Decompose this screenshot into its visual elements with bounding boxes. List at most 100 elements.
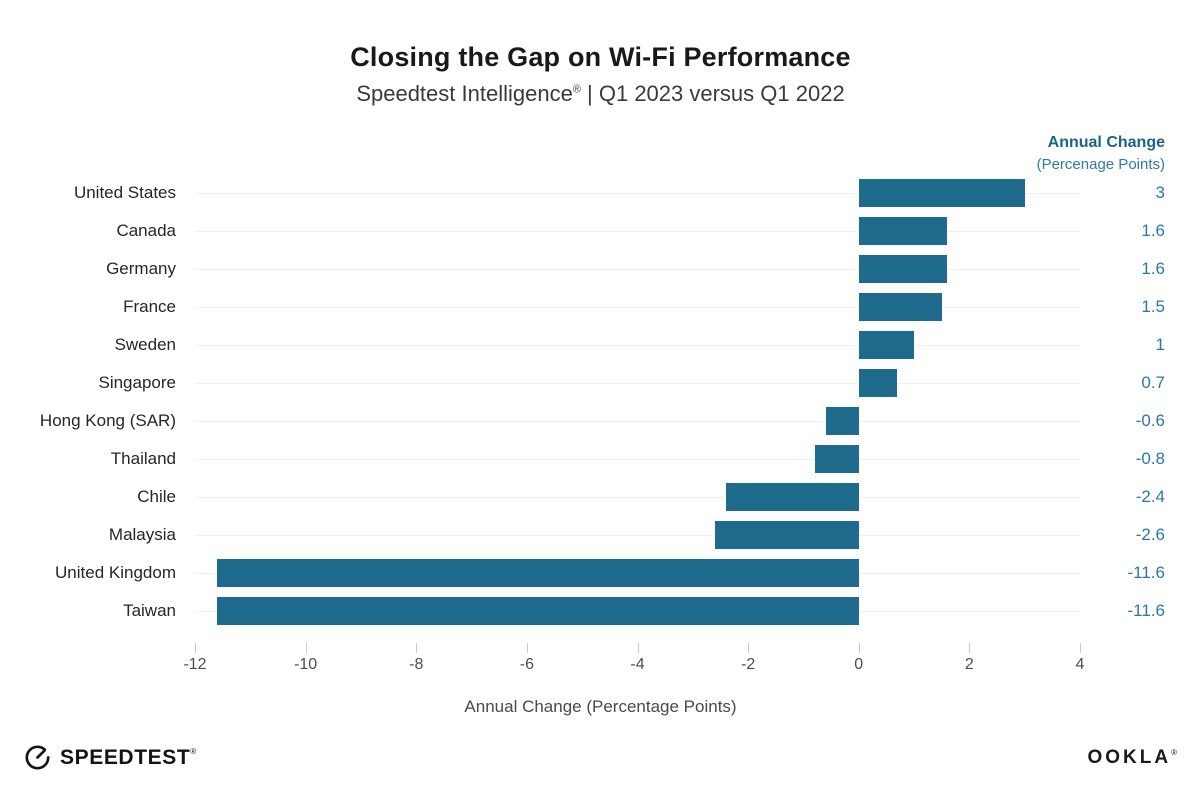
ookla-logo: OOKLA® (1087, 747, 1177, 769)
gridline (195, 231, 1080, 232)
row-plot (195, 174, 1080, 212)
chart-row: Canada 1.6 (24, 212, 1165, 250)
x-axis-ticks: -12 -10 -8 -6 -4 -2 0 2 4 (183, 643, 1084, 677)
bar (858, 331, 915, 359)
value-label: -0.8 (1135, 449, 1165, 468)
gridline (195, 193, 1080, 194)
ookla-label: OOKLA (1087, 747, 1172, 768)
bar (858, 255, 948, 283)
tick-label: -4 (630, 656, 645, 673)
country-label: France (123, 297, 176, 316)
chart-row: Germany 1.6 (24, 250, 1165, 288)
country-label: Thailand (110, 449, 176, 468)
country-label: Malaysia (108, 525, 176, 544)
tick-mark (526, 643, 528, 653)
country-label: Germany (106, 259, 176, 278)
value-label: -2.4 (1135, 487, 1165, 506)
value-label: 1 (1155, 335, 1165, 354)
value-column-heading: Annual Change (1047, 134, 1165, 151)
chart-row: Chile -2.4 (24, 478, 1165, 516)
tick-label: 2 (964, 656, 974, 673)
row-plot (195, 364, 1080, 402)
ookla-registered-mark: ® (1171, 748, 1177, 757)
value-column-subheading: (Percenage Points) (1036, 156, 1165, 173)
country-label: Chile (137, 487, 176, 506)
tick-label: -10 (294, 656, 318, 673)
tick-mark (195, 643, 196, 653)
tick-label: -12 (183, 656, 207, 673)
chart-row: United Kingdom -11.6 (24, 554, 1165, 592)
gridline (195, 497, 1080, 498)
row-plot (195, 516, 1080, 554)
bar (217, 559, 859, 587)
chart-row: Thailand -0.8 (24, 440, 1165, 478)
bar (858, 217, 948, 245)
value-label: -0.6 (1135, 411, 1165, 430)
chart-row: Malaysia -2.6 (24, 516, 1165, 554)
x-axis-title: Annual Change (Percentage Points) (464, 697, 737, 716)
speedtest-label: SPEEDTEST (60, 745, 191, 769)
chart-row: United States 3 (24, 174, 1165, 212)
country-label: Taiwan (123, 601, 176, 620)
x-axis: -12 -10 -8 -6 -4 -2 0 2 4 (24, 643, 1165, 677)
row-plot (195, 250, 1080, 288)
bar (825, 407, 859, 435)
chart-row: Sweden 1 (24, 326, 1165, 364)
country-label: Hong Kong (SAR) (39, 411, 176, 430)
chart-row: Hong Kong (SAR) -0.6 (24, 402, 1165, 440)
bar (858, 369, 898, 397)
tick-label: 0 (854, 656, 864, 673)
chart-rows: United States 3 Canada 1.6 Germany 1.6 France 1… (24, 174, 1165, 630)
subtitle-product: Speedtest Intelligence (356, 81, 573, 106)
gridline (195, 345, 1080, 346)
tick-label: 4 (1075, 656, 1085, 673)
value-label: 3 (1155, 183, 1165, 202)
tick-mark (858, 643, 860, 653)
speedtest-logo: SPEEDTEST® (24, 744, 196, 771)
chart-row: France 1.5 (24, 288, 1165, 326)
gridline (195, 269, 1080, 270)
bar (858, 293, 942, 321)
speedtest-gauge-icon (25, 745, 50, 770)
bar (217, 597, 859, 625)
value-label: -2.6 (1135, 525, 1165, 544)
country-label: United States (73, 183, 176, 202)
bar (714, 521, 859, 549)
gridline (195, 459, 1080, 460)
bar (814, 445, 859, 473)
chart-subtitle: Speedtest Intelligence® | Q1 2023 versus… (0, 81, 1201, 107)
speedtest-registered-mark: ® (190, 746, 197, 756)
gridline (195, 307, 1080, 308)
value-label: -11.6 (1127, 601, 1166, 620)
registered-mark: ® (572, 83, 581, 96)
country-label: United Kingdom (55, 563, 176, 582)
row-plot (195, 554, 1080, 592)
tick-mark (748, 643, 750, 653)
tick-mark (305, 643, 307, 653)
value-label: 1.6 (1141, 259, 1165, 278)
row-plot (195, 440, 1080, 478)
gridline (195, 383, 1080, 384)
speedtest-wordmark: SPEEDTEST® (60, 746, 196, 770)
value-label: -11.6 (1127, 563, 1166, 582)
country-label: Singapore (98, 373, 176, 392)
chart-row: Singapore 0.7 (24, 364, 1165, 402)
country-label: Canada (116, 221, 176, 240)
row-plot (195, 212, 1080, 250)
value-label: 1.6 (1141, 221, 1165, 240)
chart-header: Closing the Gap on Wi-Fi Performance Spe… (0, 42, 1201, 107)
row-plot (195, 592, 1080, 630)
row-plot (195, 288, 1080, 326)
row-plot (195, 326, 1080, 364)
bar (726, 483, 859, 511)
bar (858, 179, 1025, 207)
tick-mark (416, 643, 418, 653)
chart-title: Closing the Gap on Wi-Fi Performance (350, 42, 851, 72)
gridline (195, 535, 1080, 536)
tick-label: -8 (409, 656, 424, 673)
row-plot (195, 402, 1080, 440)
gridline (195, 421, 1080, 422)
tick-label: -2 (741, 656, 756, 673)
tick-mark (637, 643, 639, 653)
